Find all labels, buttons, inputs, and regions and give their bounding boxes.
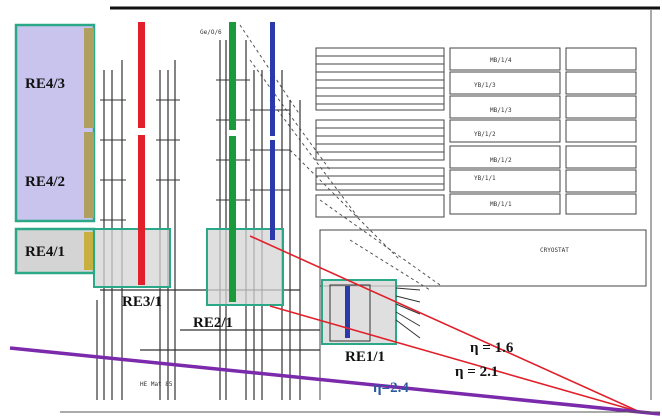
label-mb12: MB/1/2 [490,157,512,164]
label-top-small: Ge/O/6 [200,29,222,36]
re21-box [206,228,284,306]
re11-inner [329,284,371,342]
label-mb11-small: YB/1/1 [474,175,496,182]
green-chamber-bar-lower [229,136,236,302]
eta-21-line [269,305,641,413]
re4-side-strip-lower [84,132,94,218]
blue-chamber-bar-lower [270,140,275,240]
label-re41: RE4/1 [25,244,65,260]
re31-box [93,228,171,288]
label-re43: RE4/3 [25,76,65,92]
eta-24-line [9,346,661,416]
barrel-chambers [315,47,647,400]
label-bottom-small: HE Mat 85 [140,381,173,388]
endcap-structure [96,40,320,400]
label-eta-21: η = 2.1 [455,364,498,380]
label-mb13: MB/1/3 [490,107,512,114]
re41-box [14,227,96,275]
label-re31: RE3/1 [122,294,162,310]
label-eta-24: η=2.4 [373,380,409,396]
re4-upper-box [14,23,96,223]
re11-box [321,279,397,345]
re11-scale [395,287,421,339]
label-re42: RE4/2 [25,174,65,190]
label-eta-16: η = 1.6 [470,340,514,356]
blue-chamber-bar-upper [270,22,275,136]
re41-side-strip [84,232,94,270]
label-cryostat: CRYOSTAT [540,247,569,254]
blue-chamber-bar-re11 [345,286,350,338]
label-mb14: MB/1/4 [490,57,512,64]
label-re11: RE1/1 [345,349,385,365]
label-re21: RE2/1 [193,315,233,331]
red-chamber-bar-upper [138,22,145,128]
re4-side-strip-upper [84,28,94,128]
label-mb12-small: YB/1/2 [474,131,496,138]
label-mb11: MB/1/1 [490,201,512,208]
label-mb13-small: YB/1/3 [474,82,496,89]
red-chamber-bar-lower [138,135,145,285]
eta-16-line [249,235,641,413]
green-chamber-bar-upper [229,22,236,130]
